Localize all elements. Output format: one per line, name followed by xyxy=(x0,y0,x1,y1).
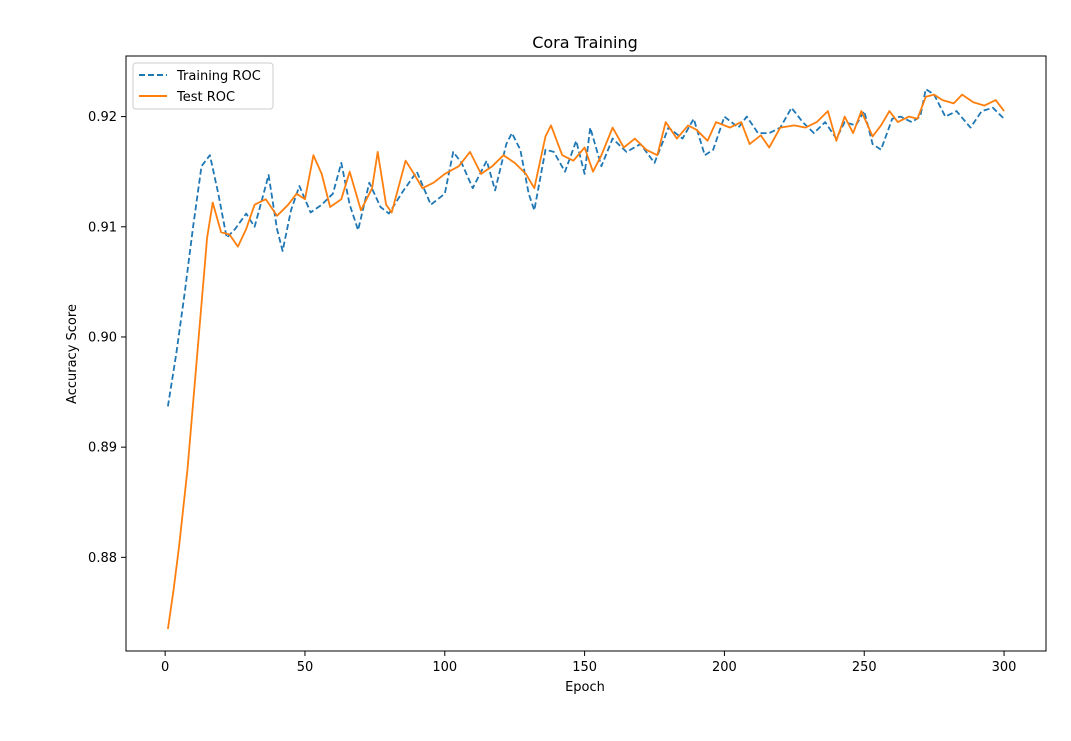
axis-layer: 0 50 100 150 200 250 300 0.88 0.89 0.90 0.91 0.92 xyxy=(88,110,1016,675)
y-tick-label: 0.88 xyxy=(88,551,117,566)
x-tick-label: 50 xyxy=(297,660,314,675)
y-axis-label: Accuracy Score xyxy=(65,304,80,404)
series-layer xyxy=(167,88,1005,630)
x-tick-label: 200 xyxy=(712,660,737,675)
x-tick-label: 100 xyxy=(432,660,457,675)
plot-frame xyxy=(125,55,1047,652)
y-tick-label: 0.92 xyxy=(88,110,117,125)
series-line-training-roc xyxy=(167,88,1005,407)
y-tick-label: 0.90 xyxy=(88,330,117,345)
x-tick-label: 0 xyxy=(161,660,169,675)
series-line-test-roc xyxy=(167,93,1005,630)
x-tick-label: 250 xyxy=(852,660,877,675)
legend-label-training-roc: Training ROC xyxy=(176,69,261,84)
y-tick-label: 0.91 xyxy=(88,220,117,235)
legend-label-test-roc: Test ROC xyxy=(176,90,235,105)
x-axis-label: Epoch xyxy=(565,680,605,695)
x-tick-label: 150 xyxy=(572,660,597,675)
x-tick-label: 300 xyxy=(992,660,1017,675)
legend: Training ROC Test ROC xyxy=(132,62,274,110)
chart-title: Cora Training xyxy=(532,33,638,52)
y-tick-label: 0.89 xyxy=(88,441,117,456)
legend-box xyxy=(132,62,274,110)
